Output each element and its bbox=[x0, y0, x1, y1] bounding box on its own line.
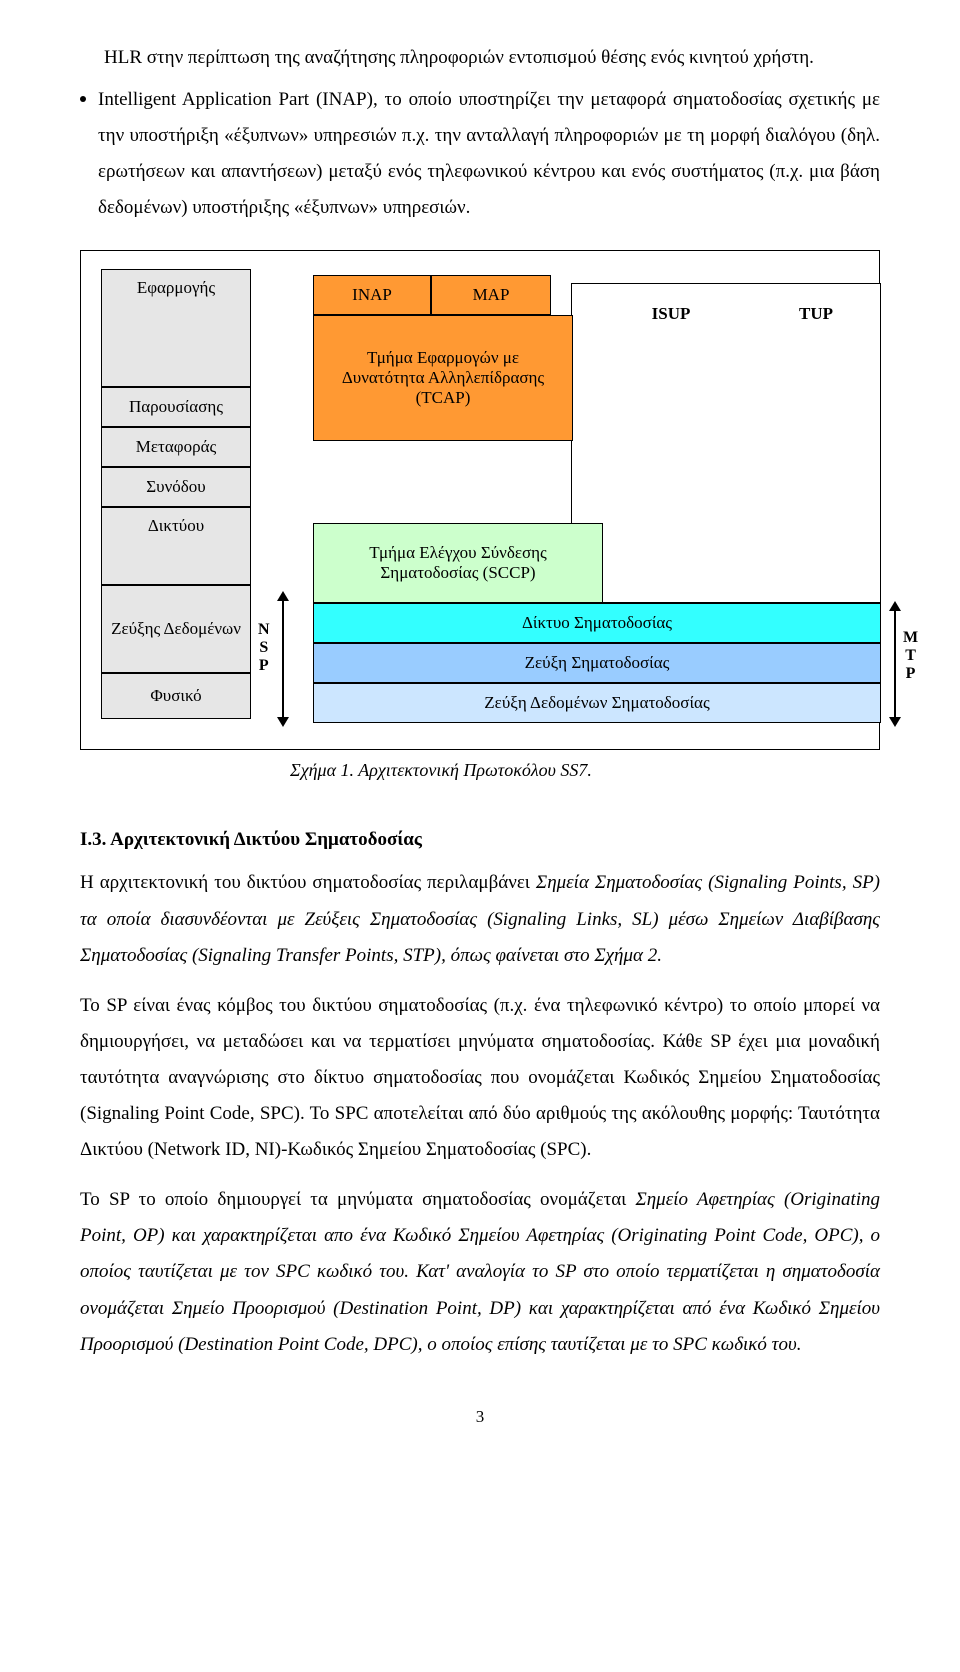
label: Μεταφοράς bbox=[136, 437, 216, 457]
label: Δίκτυο Σηματοδοσίας bbox=[522, 613, 672, 633]
text-italic: Σημείο Αφετηρίας bbox=[635, 1189, 774, 1210]
box-sccp: Τμήμα Ελέγχου Σύνδεσης Σηματοδοσίας (SCC… bbox=[313, 523, 603, 603]
label: Παρουσίασης bbox=[129, 397, 223, 417]
box-map: MAP bbox=[431, 275, 551, 315]
box-datalink: Ζεύξη Δεδομένων Σηματοδοσίας bbox=[313, 683, 881, 723]
text: Intelligent Application Part (INAP), το … bbox=[98, 82, 880, 226]
osi-datalink: Ζεύξης Δεδομένων bbox=[101, 585, 251, 673]
text-italic: (Destination Point Code, DPC), ο οποίος … bbox=[173, 1334, 801, 1355]
paragraph-op-dp: Το SP το οποίο δημιουργεί τα μηνύματα ση… bbox=[80, 1182, 880, 1362]
text: HLR στην περίπτωση της αναζήτησης πληροφ… bbox=[104, 47, 814, 68]
nsp-line bbox=[282, 601, 284, 717]
label: Τμήμα Εφαρμογών με Δυνατότητα Αλληλεπίδρ… bbox=[324, 348, 562, 408]
diagram-caption: Σχήμα 1. Αρχιτεκτονική Πρωτοκόλου SS7. bbox=[290, 760, 880, 781]
osi-transport: Μεταφοράς bbox=[101, 427, 251, 467]
label: Εφαρμογής bbox=[137, 278, 215, 298]
box-white-bg bbox=[571, 283, 881, 603]
osi-presentation: Παρουσίασης bbox=[101, 387, 251, 427]
box-tup: TUP bbox=[771, 299, 861, 329]
ss7-diagram: Εφαρμογής Παρουσίασης Μεταφοράς Συνόδου … bbox=[80, 250, 880, 750]
osi-network: Δικτύου bbox=[101, 507, 251, 585]
text: Η αρχιτεκτονική του δικτύου σηματοδοσίας… bbox=[80, 872, 536, 893]
label: Συνόδου bbox=[146, 477, 205, 497]
nsp-arrow-down-icon bbox=[277, 717, 289, 727]
label: TUP bbox=[799, 304, 833, 324]
label: MAP bbox=[473, 285, 510, 305]
text-italic: Ζεύξεις Σηματοδοσίας bbox=[305, 909, 478, 930]
section-heading: Ι.3. Αρχιτεκτονική Δικτύου Σηματοδοσίας bbox=[80, 829, 880, 851]
label: Φυσικό bbox=[150, 686, 201, 706]
box-inap: INAP bbox=[313, 275, 431, 315]
nsp-arrow-up-icon bbox=[277, 591, 289, 601]
label: Ζεύξης Δεδομένων bbox=[111, 619, 241, 639]
label: Ζεύξη Δεδομένων Σηματοδοσίας bbox=[484, 693, 709, 713]
text-italic: Σημεία Σηματοδοσίας bbox=[536, 872, 702, 893]
text-italic: (Signaling Links, SL) μέσω bbox=[477, 909, 718, 930]
box-tcap: Τμήμα Εφαρμογών με Δυνατότητα Αλληλεπίδρ… bbox=[313, 315, 573, 441]
text: Το SP το οποίο δημιουργεί τα μηνύματα ση… bbox=[80, 1189, 635, 1210]
page-number: 3 bbox=[80, 1407, 880, 1427]
mtp-line bbox=[894, 611, 896, 717]
label: Τμήμα Ελέγχου Σύνδεσης Σηματοδοσίας (SCC… bbox=[324, 543, 592, 583]
text: Το SP είναι ένας κόμβος του δικτύου σημα… bbox=[80, 995, 880, 1160]
paragraph-sp: Το SP είναι ένας κόμβος του δικτύου σημα… bbox=[80, 988, 880, 1168]
osi-session: Συνόδου bbox=[101, 467, 251, 507]
nsp-label: N S P bbox=[258, 621, 270, 674]
mtp-label: M T P bbox=[903, 629, 918, 682]
bullet-dot-icon bbox=[80, 96, 86, 102]
paragraph-arch: Η αρχιτεκτονική του δικτύου σηματοδοσίας… bbox=[80, 865, 880, 973]
osi-physical: Φυσικό bbox=[101, 673, 251, 719]
text-italic: (Signaling Transfer Points, STP), όπως φ… bbox=[187, 945, 662, 966]
box-link: Ζεύξη Σηματοδοσίας bbox=[313, 643, 881, 683]
mtp-arrow-down-icon bbox=[889, 717, 901, 727]
label: Δικτύου bbox=[148, 516, 204, 536]
osi-application: Εφαρμογής bbox=[101, 269, 251, 387]
bullet-inap: Intelligent Application Part (INAP), το … bbox=[80, 82, 880, 226]
text-italic: Σημείο Προορισμού bbox=[172, 1298, 326, 1319]
text-italic: Κωδικό Σημείου Αφετηρίας bbox=[393, 1225, 604, 1246]
box-isup: ISUP bbox=[626, 299, 716, 329]
label: INAP bbox=[352, 285, 392, 305]
paragraph-hlr: HLR στην περίπτωση της αναζήτησης πληροφ… bbox=[104, 40, 880, 76]
label: ISUP bbox=[652, 304, 691, 324]
label: Ζεύξη Σηματοδοσίας bbox=[525, 653, 670, 673]
text-italic: (Destination Point, DP) και χαρακτηρίζετ… bbox=[325, 1298, 752, 1319]
mtp-arrow-up-icon bbox=[889, 601, 901, 611]
box-network: Δίκτυο Σηματοδοσίας bbox=[313, 603, 881, 643]
